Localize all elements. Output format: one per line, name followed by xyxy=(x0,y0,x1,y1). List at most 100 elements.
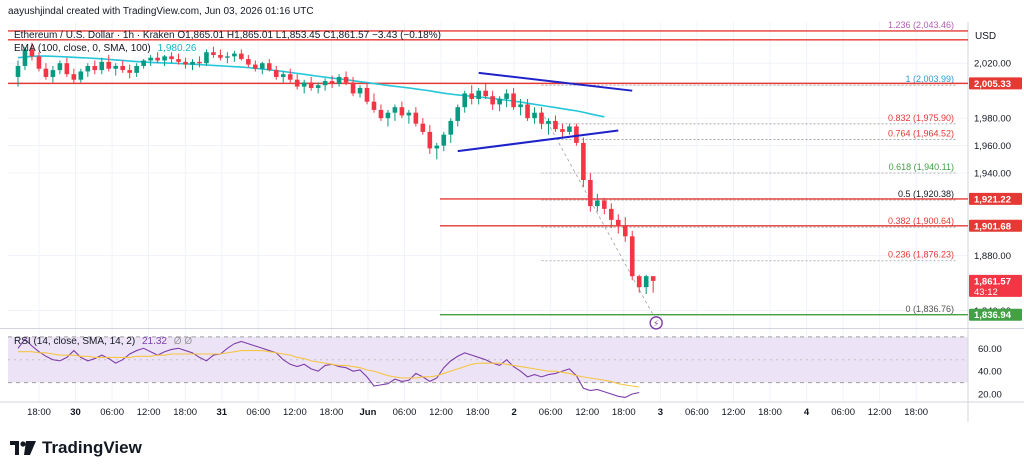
rsi-legend[interactable]: RSI (14, close, SMA, 14, 2) 21.32 Ø Ø xyxy=(14,336,192,347)
candle-body[interactable] xyxy=(385,112,391,119)
rsi-sma-line[interactable] xyxy=(18,350,640,388)
candle-body[interactable] xyxy=(455,107,461,121)
alert-marker-icon[interactable] xyxy=(649,316,663,330)
candle-body[interactable] xyxy=(518,104,523,108)
candle-body[interactable] xyxy=(511,93,516,108)
candle-body[interactable] xyxy=(190,61,195,65)
candle-body[interactable] xyxy=(643,276,649,288)
candle-body[interactable] xyxy=(134,65,139,73)
candle-body[interactable] xyxy=(225,56,230,58)
candle-body[interactable] xyxy=(629,236,635,277)
trendline[interactable] xyxy=(478,71,633,92)
candle-body[interactable] xyxy=(266,63,272,71)
candle-body[interactable] xyxy=(120,65,125,71)
candle-body[interactable] xyxy=(622,225,628,237)
candle-body[interactable] xyxy=(532,112,537,119)
candle-body[interactable] xyxy=(420,123,426,132)
candle-body[interactable] xyxy=(64,63,70,75)
candle-body[interactable] xyxy=(273,70,279,77)
candle-body[interactable] xyxy=(197,61,202,64)
candle-body[interactable] xyxy=(99,61,105,71)
candle-body[interactable] xyxy=(504,93,509,99)
candle-body[interactable] xyxy=(301,82,307,87)
candle-body[interactable] xyxy=(483,90,488,97)
currency-label[interactable]: USD xyxy=(975,31,997,42)
candle-body[interactable] xyxy=(57,63,63,71)
candle-body[interactable] xyxy=(399,107,405,116)
candle-body[interactable] xyxy=(78,71,84,80)
candle-body[interactable] xyxy=(106,61,112,69)
candle-body[interactable] xyxy=(204,52,209,64)
tradingview-branding[interactable]: TradingView xyxy=(10,438,142,458)
candle-body[interactable] xyxy=(29,49,35,57)
candle-body[interactable] xyxy=(615,219,621,226)
candle-body[interactable] xyxy=(15,65,21,77)
candle-body[interactable] xyxy=(246,59,251,65)
candle-body[interactable] xyxy=(560,129,565,132)
candle-body[interactable] xyxy=(162,56,167,61)
candle-body[interactable] xyxy=(343,76,349,83)
ema-legend[interactable]: EMA (100, close, 0, SMA, 100) 1,980.26 xyxy=(14,43,196,54)
candle-body[interactable] xyxy=(36,56,42,69)
candle-body[interactable] xyxy=(329,81,335,84)
candle-body[interactable] xyxy=(169,56,174,60)
rsi-line[interactable] xyxy=(17,338,640,398)
candle-body[interactable] xyxy=(92,65,98,71)
candle-body[interactable] xyxy=(218,54,223,58)
candle-body[interactable] xyxy=(392,107,398,113)
candle-body[interactable] xyxy=(441,134,447,146)
candle-body[interactable] xyxy=(574,126,579,143)
candle-body[interactable] xyxy=(525,104,530,119)
candle-body[interactable] xyxy=(253,64,258,69)
candle-body[interactable] xyxy=(406,112,412,116)
candle-body[interactable] xyxy=(183,61,188,65)
candle-body[interactable] xyxy=(609,208,614,220)
symbol-line[interactable]: Ethereum / U.S. Dollar · 1h · Kraken O1,… xyxy=(14,30,441,41)
candle-body[interactable] xyxy=(553,120,558,130)
candle-body[interactable] xyxy=(322,81,328,86)
candle-body[interactable] xyxy=(371,101,377,110)
candle-body[interactable] xyxy=(413,112,419,124)
candle-body[interactable] xyxy=(476,90,481,99)
candle-body[interactable] xyxy=(378,109,384,119)
candle-body[interactable] xyxy=(336,76,342,84)
candle-body[interactable] xyxy=(546,120,551,124)
candle-body[interactable] xyxy=(427,131,433,149)
candle-body[interactable] xyxy=(287,74,293,80)
candle-body[interactable] xyxy=(497,98,502,105)
candle-body[interactable] xyxy=(602,200,607,209)
candle-body[interactable] xyxy=(260,63,265,69)
candle-body[interactable] xyxy=(294,79,300,87)
candle-body[interactable] xyxy=(490,96,495,105)
candle-body[interactable] xyxy=(462,93,468,108)
candle-body[interactable] xyxy=(567,126,572,132)
candle-body[interactable] xyxy=(239,53,244,60)
candle-body[interactable] xyxy=(50,70,56,77)
candle-body[interactable] xyxy=(113,65,119,69)
candle-body[interactable] xyxy=(232,53,237,57)
trendline[interactable] xyxy=(457,129,619,153)
candle-body[interactable] xyxy=(434,145,440,149)
candle-body[interactable] xyxy=(280,74,286,77)
candle-body[interactable] xyxy=(211,52,216,55)
candle-body[interactable] xyxy=(581,142,586,180)
candle-body[interactable] xyxy=(364,87,370,102)
candle-body[interactable] xyxy=(650,276,656,281)
fib-anchor-line[interactable] xyxy=(541,111,654,316)
candle-body[interactable] xyxy=(539,112,544,124)
candle-body[interactable] xyxy=(357,87,363,94)
candle-body[interactable] xyxy=(636,276,642,288)
candle-body[interactable] xyxy=(176,59,181,62)
candle-body[interactable] xyxy=(588,179,593,207)
candle-body[interactable] xyxy=(43,68,49,77)
candle-body[interactable] xyxy=(308,82,314,88)
candle-body[interactable] xyxy=(71,74,77,80)
candle-body[interactable] xyxy=(155,57,160,61)
candle-body[interactable] xyxy=(350,82,356,94)
candle-body[interactable] xyxy=(315,85,321,88)
candle-body[interactable] xyxy=(469,93,474,99)
candle-body[interactable] xyxy=(22,49,28,66)
candle-body[interactable] xyxy=(595,200,600,207)
candle-body[interactable] xyxy=(127,70,132,73)
